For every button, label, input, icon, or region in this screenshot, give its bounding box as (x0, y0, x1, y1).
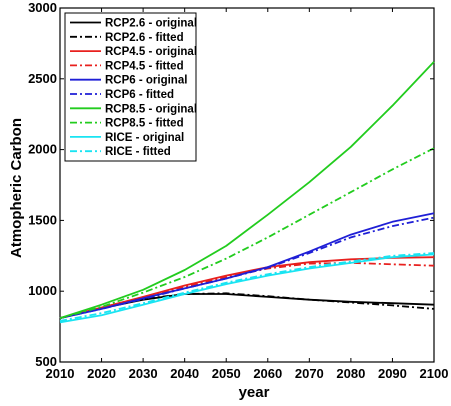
x-tick-label-2030: 2030 (129, 366, 158, 381)
series-line-rice-original (59, 253, 435, 324)
legend-label-rcp4-5-fitted: RCP4.5 - fitted (105, 60, 184, 72)
legend-label-rice-fitted: RICE - fitted (105, 146, 171, 158)
legend-label-rcp8-5-fitted: RCP8.5 - fitted (105, 118, 184, 130)
series-layer (59, 61, 435, 324)
x-tick-label-2040: 2040 (170, 366, 199, 381)
legend-label-rcp4-5-original: RCP4.5 - original (105, 46, 197, 58)
y-tick-label-2000: 2000 (28, 142, 57, 157)
x-tick-label-2080: 2080 (336, 366, 365, 381)
y-tick-label-1500: 1500 (28, 212, 57, 227)
legend-label-rcp6-original: RCP6 - original (105, 75, 187, 87)
y-tick-label-500: 500 (35, 354, 57, 369)
x-tick-label-2090: 2090 (378, 366, 407, 381)
axes-frame (59, 7, 435, 363)
legend-label-rcp2-6-fitted: RCP2.6 - fitted (105, 32, 184, 44)
y-tick-label-2500: 2500 (28, 71, 57, 86)
x-tick-label-2010: 2010 (46, 366, 75, 381)
series-line-rice-fitted (59, 252, 435, 322)
x-tick-label-2060: 2060 (253, 366, 282, 381)
legend-label-rcp8-5-original: RCP8.5 - original (105, 103, 197, 115)
legend-label-rcp6-fitted: RCP6 - fitted (105, 89, 174, 101)
x-tick-label-2050: 2050 (212, 366, 241, 381)
plot-area (59, 7, 435, 363)
x-tick-label-2020: 2020 (87, 366, 116, 381)
y-tick-label-1000: 1000 (28, 283, 57, 298)
legend: RCP2.6 - original RCP2.6 - fitted RCP4.5 -… (64, 12, 197, 162)
series-line-rcp4-5-fitted (59, 262, 435, 319)
x-tick-label-2070: 2070 (295, 366, 324, 381)
x-axis-title: year (239, 384, 270, 401)
series-line-rcp8-5-original (59, 61, 435, 319)
y-axis-title: Atmopheric Carbon (8, 118, 25, 258)
series-line-rcp6-fitted (59, 216, 435, 319)
series-line-rcp8-5-fitted (59, 147, 435, 319)
legend-label-rice-original: RICE - original (105, 132, 184, 144)
y-tick-label-3000: 3000 (28, 0, 57, 15)
legend-label-rcp2-6-original: RCP2.6 - original (105, 18, 197, 30)
series-line-rcp4-5-original (59, 256, 435, 319)
tick-layer: 2010 2020 2030 2040 2050 2060 2070 2080 2090 2100… (28, 0, 448, 381)
x-tick-label-2100: 2100 (420, 366, 449, 381)
